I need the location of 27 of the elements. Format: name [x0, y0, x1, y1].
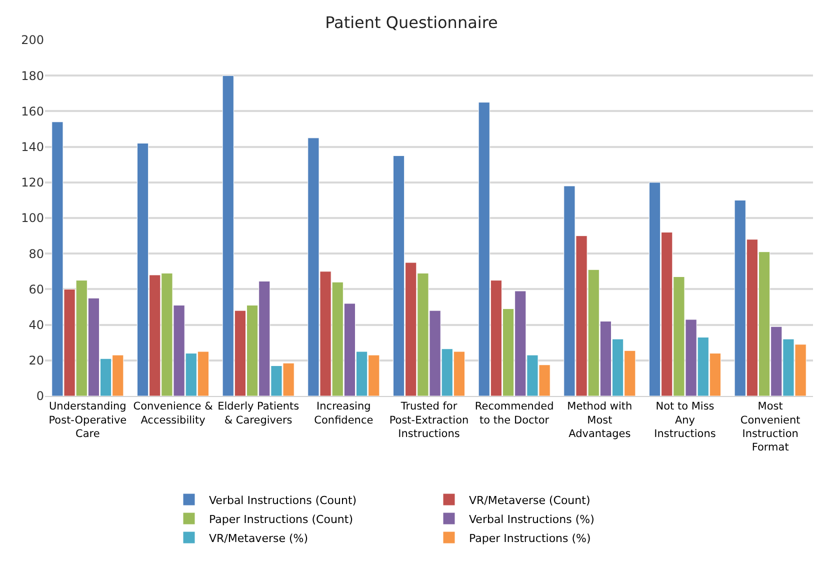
- y-tick-label: 60: [28, 282, 44, 296]
- y-tick-label: 80: [28, 246, 44, 261]
- x-tick-label: Not to Miss Any Instructions: [654, 400, 716, 440]
- x-tick-label: Most Convenient Instruction Format: [740, 400, 800, 454]
- y-tick-label: 0: [36, 389, 44, 404]
- legend-label: VR/Metaverse (Count): [469, 494, 590, 507]
- y-tick-label: 20: [28, 354, 44, 368]
- legend-label: Paper Instructions (Count): [209, 512, 353, 526]
- legend-label: VR/Metaverse (%): [209, 532, 308, 545]
- legend-label: Paper Instructions (%): [469, 532, 591, 545]
- x-tick-label: Elderly Patients & Caregivers: [218, 400, 300, 426]
- x-tick-label: Understanding Post-Operative Care: [48, 400, 127, 440]
- y-tick-label: 200: [21, 33, 44, 48]
- legend-label: Verbal Instructions (Count): [209, 494, 357, 507]
- y-tick-label: 180: [21, 68, 44, 83]
- y-tick-label: 100: [21, 211, 44, 226]
- x-tick-label: Trusted for Post-Extraction Instructions: [389, 400, 469, 440]
- x-tick-label: Recommended to the Doctor: [474, 400, 554, 426]
- legend-label: Verbal Instructions (%): [469, 512, 594, 526]
- x-tick-label: Increasing Confidence: [314, 400, 374, 426]
- x-tick-label: Convenience & Accessibility: [133, 400, 213, 426]
- y-tick-label: 160: [21, 104, 44, 118]
- y-tick-label: 140: [21, 140, 44, 154]
- x-tick-label: Method with Most Advantages: [567, 400, 632, 440]
- y-tick-label: 120: [21, 176, 44, 190]
- chart-title: Patient Questionnaire: [325, 13, 498, 32]
- y-tick-label: 40: [28, 318, 44, 332]
